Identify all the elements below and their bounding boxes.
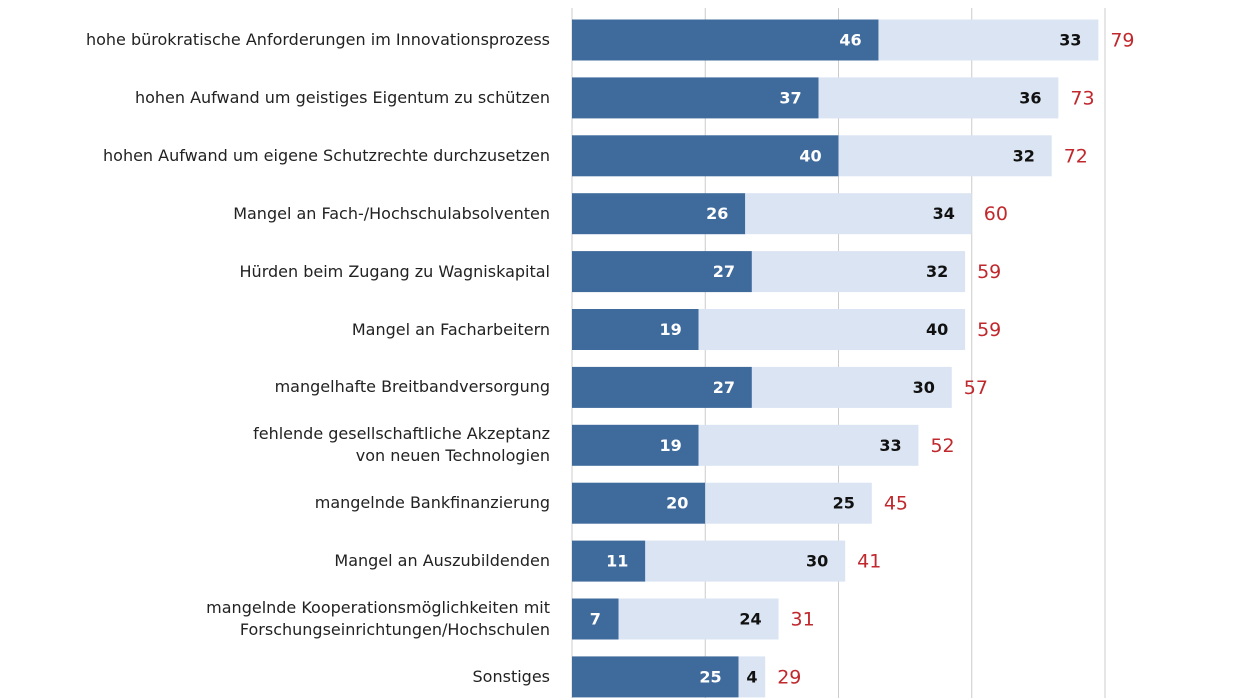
value-label: 37 [779, 88, 801, 107]
bar-segment [572, 482, 706, 524]
value-label: 4 [746, 667, 757, 686]
bar-segment [838, 135, 1052, 177]
value-label: 20 [666, 494, 688, 513]
total-label: 59 [977, 319, 1001, 341]
bar-segment [705, 482, 872, 524]
value-label: 30 [806, 552, 828, 571]
value-label: 25 [699, 667, 721, 686]
bar-segment [751, 251, 966, 293]
bar-segment [572, 656, 739, 698]
category-label: hohe bürokratische Anforderungen im Inno… [85, 30, 550, 49]
total-label: 52 [930, 435, 954, 457]
total-label: 29 [777, 666, 801, 688]
bar-segment [572, 424, 699, 466]
bar-segment [745, 193, 972, 235]
bar-segment [878, 19, 1099, 61]
value-label: 36 [1019, 88, 1041, 107]
bar-segment [572, 251, 752, 293]
bar-segment [572, 135, 839, 177]
value-label: 32 [926, 262, 948, 281]
category-label: fehlende gesellschaftliche Akzeptanz von… [253, 424, 550, 466]
category-label: mangelhafte Breitbandversorgung [274, 377, 550, 397]
bar-segment [572, 366, 752, 408]
value-label: 25 [833, 494, 855, 513]
bar-segment [572, 77, 819, 119]
total-label: 73 [1070, 87, 1094, 109]
bar-segment [738, 656, 766, 698]
value-label: 34 [933, 204, 955, 223]
bar-segment [572, 19, 879, 61]
bar-segment [572, 309, 699, 350]
category-label: Sonstiges [472, 666, 550, 686]
category-label: mangelnde Kooperationsmöglichkeiten mit … [206, 598, 550, 639]
value-label: 32 [1013, 146, 1035, 165]
bar-segment [698, 424, 919, 466]
total-label: 41 [857, 551, 881, 573]
total-label: 57 [964, 377, 988, 399]
value-label: 30 [913, 378, 935, 397]
bar-segment [572, 193, 746, 235]
bar-segment [618, 598, 779, 640]
bar-segment [572, 540, 646, 582]
bar-segment [698, 309, 966, 350]
value-label: 26 [706, 204, 728, 223]
category-label: mangelnde Bankfinanzierung [314, 493, 550, 513]
total-label: 60 [984, 203, 1008, 225]
total-label: 72 [1064, 145, 1088, 167]
bar-segment [572, 598, 619, 640]
value-label: 27 [713, 262, 735, 281]
value-label: 19 [659, 320, 681, 339]
value-label: 40 [799, 146, 821, 165]
value-label: 24 [739, 610, 761, 629]
value-label: 46 [839, 31, 861, 50]
value-label: 19 [659, 436, 681, 455]
category-label: Mangel an Fach-/Hochschulabsolventen [233, 203, 550, 223]
category-label: Mangel an Auszubildenden [334, 551, 550, 571]
total-label: 79 [1110, 30, 1134, 52]
value-label: 40 [926, 320, 948, 339]
bar-segment [751, 366, 952, 408]
category-label: Mangel an Facharbeitern [351, 319, 550, 339]
total-label: 59 [977, 261, 1001, 283]
value-label: 33 [879, 436, 901, 455]
category-label: hohen Aufwand um eigene Schutzrechte dur… [103, 145, 550, 165]
total-label: 45 [884, 493, 908, 515]
category-label: Hürden beim Zugang zu Wagniskapital [239, 261, 550, 281]
category-label: hohen Aufwand um geistiges Eigentum zu s… [134, 87, 550, 107]
bar-segment [645, 540, 846, 582]
value-label: 33 [1059, 31, 1081, 50]
total-label: 31 [791, 609, 815, 631]
value-label: 11 [606, 552, 628, 571]
value-label: 27 [713, 378, 735, 397]
bar-segment [818, 77, 1059, 119]
value-label: 7 [590, 610, 601, 629]
